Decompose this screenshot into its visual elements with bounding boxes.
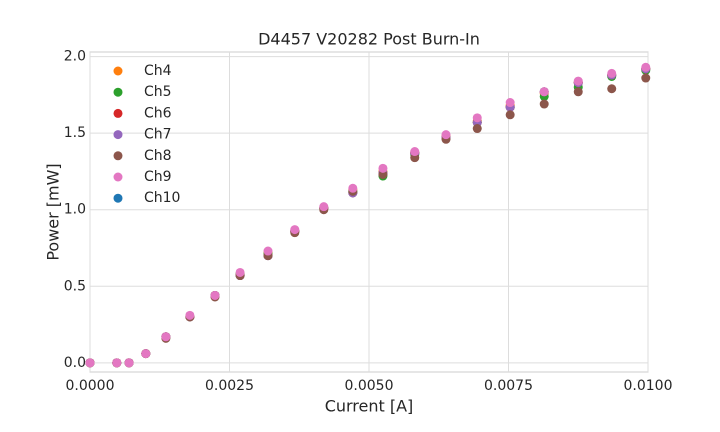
legend-label: Ch4 xyxy=(144,63,172,79)
data-point xyxy=(185,310,195,320)
data-point xyxy=(641,62,651,72)
x-tick-label: 0.0000 xyxy=(66,378,115,394)
data-point xyxy=(124,358,134,368)
data-point xyxy=(641,73,651,83)
legend-marker xyxy=(113,87,123,97)
legend-marker xyxy=(113,172,123,182)
data-point xyxy=(472,124,482,134)
data-point xyxy=(441,130,451,140)
legend-marker xyxy=(113,108,123,118)
legend-label: Ch6 xyxy=(144,105,172,121)
data-point xyxy=(607,68,617,78)
data-point xyxy=(263,246,273,256)
data-point xyxy=(161,332,171,342)
data-point xyxy=(472,113,482,123)
y-tick-label: 2.0 xyxy=(64,49,86,65)
data-point xyxy=(141,349,151,359)
legend-label: Ch8 xyxy=(144,148,172,164)
legend-marker xyxy=(113,193,123,203)
legend-label: Ch7 xyxy=(144,127,172,143)
legend-marker xyxy=(113,151,123,161)
data-point xyxy=(539,99,549,109)
legend-label: Ch9 xyxy=(144,169,172,185)
data-point xyxy=(112,358,122,368)
legend-marker xyxy=(113,66,123,76)
legend-label: Ch10 xyxy=(144,190,180,206)
data-point xyxy=(319,202,329,212)
x-tick-label: 0.0050 xyxy=(345,378,394,394)
x-tick-label: 0.0075 xyxy=(484,378,533,394)
data-point xyxy=(539,87,549,97)
data-point xyxy=(210,290,220,300)
y-tick-label: 0.0 xyxy=(64,355,86,371)
legend-marker xyxy=(113,130,123,140)
data-point xyxy=(235,267,245,277)
chart-title: D4457 V20282 Post Burn-In xyxy=(258,30,480,49)
data-point xyxy=(290,225,300,235)
data-point xyxy=(378,163,388,173)
x-tick-label: 0.0100 xyxy=(624,378,673,394)
data-point xyxy=(85,358,95,368)
y-tick-label: 1.5 xyxy=(64,125,86,141)
data-point xyxy=(607,84,617,94)
legend-label: Ch5 xyxy=(144,84,172,100)
x-tick-label: 0.0025 xyxy=(205,378,254,394)
x-axis-label: Current [A] xyxy=(325,397,414,416)
data-point xyxy=(573,76,583,86)
data-point xyxy=(505,110,515,120)
y-axis-label: Power [mW] xyxy=(44,163,63,260)
y-tick-label: 1.0 xyxy=(64,202,86,218)
y-tick-label: 0.5 xyxy=(64,278,86,294)
data-point xyxy=(573,87,583,97)
data-point xyxy=(505,98,515,108)
data-point xyxy=(410,147,420,157)
data-point xyxy=(348,183,358,193)
